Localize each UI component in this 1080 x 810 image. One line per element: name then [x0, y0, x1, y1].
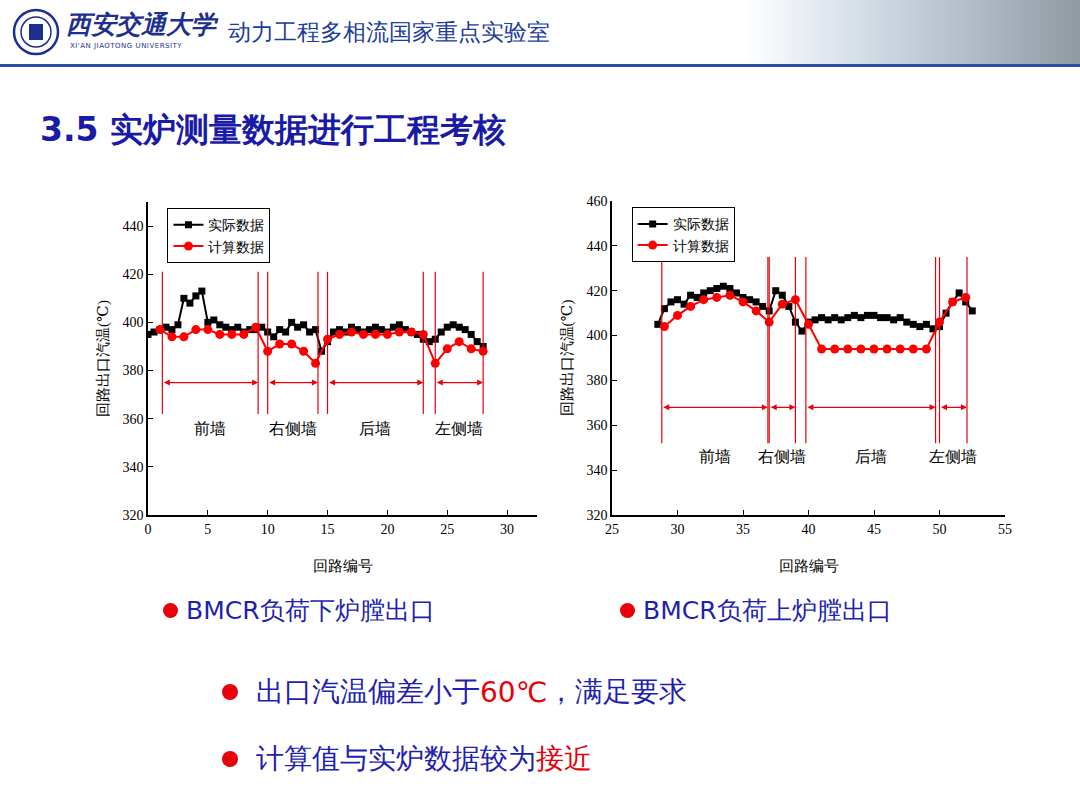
svg-text:35: 35 [736, 522, 750, 537]
html-text:计算值与实炉数据较为接近: 计算值与实炉数据较为接近 [256, 742, 592, 775]
html-text:西安交通大学: 西安交通大学 [66, 10, 216, 39]
html-text:出口汽温偏差小于60℃，满足要求: 出口汽温偏差小于60℃，满足要求 [256, 675, 688, 709]
svg-text:10: 10 [261, 522, 275, 537]
svg-text:360: 360 [122, 412, 143, 427]
html-text:3.5 实炉测量数据进行工程考核: 3.5 实炉测量数据进行工程考核 [40, 110, 506, 149]
svg-text:380: 380 [122, 363, 143, 378]
svg-text:380: 380 [586, 373, 607, 388]
html-text:BMCR负荷上炉膛出口: BMCR负荷上炉膛出口 [643, 596, 892, 625]
svg-text:5: 5 [204, 522, 211, 537]
svg-text:15: 15 [321, 522, 335, 537]
svg-text:0: 0 [145, 522, 152, 537]
svg-text:320: 320 [586, 508, 607, 523]
svg-text:计算数据: 计算数据 [208, 240, 264, 255]
svg-text:回路编号: 回路编号 [779, 558, 839, 574]
svg-text:前墙: 前墙 [194, 420, 226, 437]
svg-text:前墙: 前墙 [699, 448, 731, 465]
svg-text:45: 45 [867, 522, 881, 537]
svg-text:440: 440 [122, 219, 143, 234]
html-text:BMCR负荷下炉膛出口: BMCR负荷下炉膛出口 [186, 596, 435, 625]
svg-text:30: 30 [671, 522, 685, 537]
svg-text:400: 400 [586, 328, 607, 343]
svg-text:320: 320 [122, 508, 143, 523]
svg-text:420: 420 [586, 284, 607, 299]
svg-text:340: 340 [122, 460, 143, 475]
svg-text:计算数据: 计算数据 [673, 239, 729, 254]
svg-text:25: 25 [605, 522, 619, 537]
svg-text:400: 400 [122, 315, 143, 330]
svg-text:340: 340 [586, 463, 607, 478]
svg-text:右侧墙: 右侧墙 [269, 420, 317, 437]
svg-text:后墙: 后墙 [855, 448, 887, 465]
svg-text:30: 30 [500, 522, 514, 537]
svg-text:回路编号: 回路编号 [313, 558, 373, 574]
svg-text:后墙: 后墙 [359, 420, 391, 437]
svg-text:回路出口汽温(℃): 回路出口汽温(℃) [559, 300, 576, 417]
html-text:动力工程多相流国家重点实验室: 动力工程多相流国家重点实验室 [228, 19, 550, 45]
svg-text:360: 360 [586, 418, 607, 433]
svg-text:25: 25 [440, 522, 454, 537]
svg-text:420: 420 [122, 267, 143, 282]
svg-text:55: 55 [998, 522, 1012, 537]
svg-text:40: 40 [802, 522, 816, 537]
html-text:XI'AN JIAOTONG UNIVERSITY: XI'AN JIAOTONG UNIVERSITY [70, 42, 183, 50]
svg-text:左侧墙: 左侧墙 [929, 448, 977, 465]
svg-text:右侧墙: 右侧墙 [758, 448, 806, 465]
svg-text:440: 440 [586, 239, 607, 254]
svg-text:460: 460 [586, 194, 607, 209]
svg-text:回路出口汽温(℃): 回路出口汽温(℃) [95, 300, 112, 417]
svg-text:左侧墙: 左侧墙 [435, 420, 483, 437]
svg-text:20: 20 [380, 522, 394, 537]
svg-text:实际数据: 实际数据 [673, 217, 729, 232]
svg-text:实际数据: 实际数据 [208, 218, 264, 233]
svg-text:50: 50 [933, 522, 947, 537]
